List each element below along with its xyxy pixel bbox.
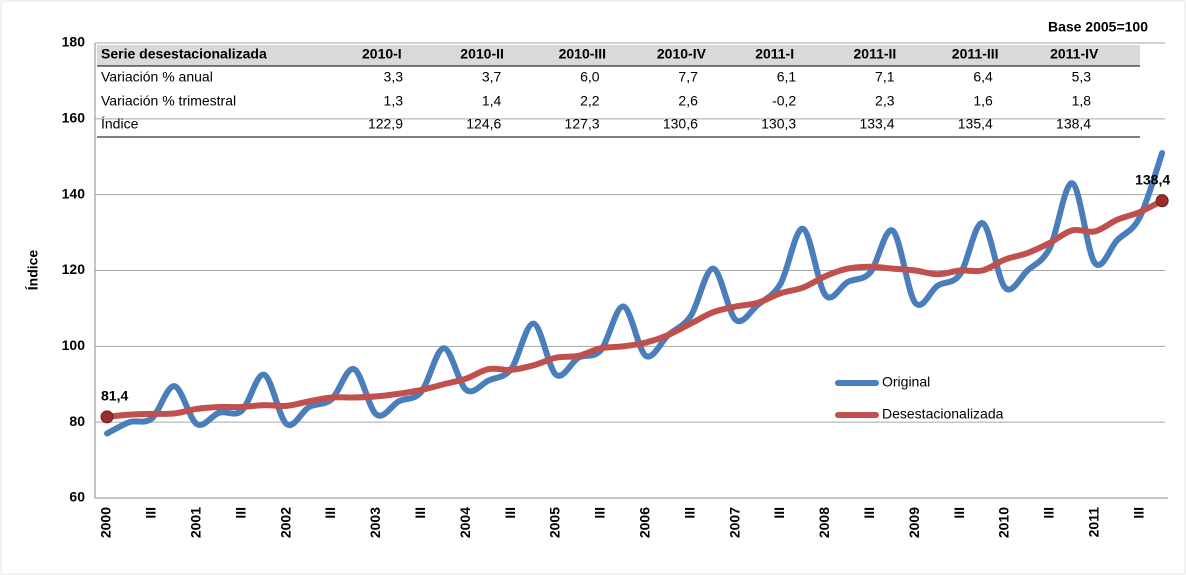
x-tick-label: 2005 xyxy=(547,507,563,538)
y-tick-label: 120 xyxy=(62,261,86,277)
data-label: 138,4 xyxy=(1135,171,1170,187)
series-line xyxy=(104,197,1166,420)
series-line xyxy=(104,149,1166,437)
end-marker xyxy=(1155,194,1169,208)
table-cell: 138,4 xyxy=(1056,116,1091,132)
legend-label: Desestacionalizada xyxy=(882,406,1004,422)
table-cell: 7,1 xyxy=(875,69,895,85)
table-header: 2010-IV xyxy=(657,46,707,62)
table-cell: 1,3 xyxy=(384,93,404,109)
x-tick-label: III xyxy=(232,507,248,519)
table-cell: 127,3 xyxy=(565,116,600,132)
table-cell: 5,3 xyxy=(1072,69,1092,85)
x-tick-label: III xyxy=(951,507,967,519)
table-cell: 133,4 xyxy=(859,116,894,132)
table-cell: 130,3 xyxy=(761,116,796,132)
x-tick-label: III xyxy=(143,507,159,519)
x-tick-label: 2003 xyxy=(367,507,383,538)
table-header: 2010-II xyxy=(460,46,504,62)
table-header: 2010-III xyxy=(559,46,606,62)
table-header: 2011-IV xyxy=(1050,46,1099,62)
table-header: 2011-III xyxy=(952,46,999,62)
y-tick-label: 100 xyxy=(62,337,86,353)
table-cell: 2,3 xyxy=(875,93,895,109)
x-tick-label: 2010 xyxy=(996,507,1012,538)
table-header: 2011-I xyxy=(755,46,794,62)
table-cell: Índice xyxy=(101,116,139,132)
table-cell: 6,4 xyxy=(973,69,993,85)
y-tick-label: 180 xyxy=(62,34,86,50)
table-header: 2011-II xyxy=(854,46,897,62)
table-cell: 130,6 xyxy=(663,116,698,132)
table-cell: 2,2 xyxy=(580,93,600,109)
x-tick-label: III xyxy=(1130,507,1146,519)
x-tick-label: III xyxy=(771,507,787,519)
x-tick-label: 2004 xyxy=(457,507,473,538)
x-tick-label: III xyxy=(592,507,608,519)
table-cell: 7,7 xyxy=(678,69,698,85)
table-cell: 1,4 xyxy=(482,93,502,109)
table-cell: 122,9 xyxy=(368,116,403,132)
y-tick-label: 160 xyxy=(62,110,86,126)
x-tick-label: III xyxy=(412,507,428,519)
data-label: 81,4 xyxy=(101,388,128,404)
x-tick-label: 2001 xyxy=(188,507,204,538)
y-tick-label: 60 xyxy=(69,489,85,505)
x-tick-label: 2006 xyxy=(637,507,653,538)
x-tick-label: 2000 xyxy=(98,507,114,538)
base-note: Base 2005=100 xyxy=(1048,19,1148,35)
table-header: 2010-I xyxy=(362,46,402,62)
table-header: Serie desestacionalizada xyxy=(101,46,267,62)
legend-label: Original xyxy=(882,374,930,390)
table-cell: -0,2 xyxy=(772,93,796,109)
end-marker xyxy=(100,410,114,424)
x-tick-label: 2011 xyxy=(1086,507,1102,538)
table-cell: 135,4 xyxy=(958,116,993,132)
table-cell: 3,3 xyxy=(384,69,404,85)
table-cell: 6,1 xyxy=(777,69,797,85)
y-tick-label: 140 xyxy=(62,185,86,201)
table-cell: 1,6 xyxy=(973,93,993,109)
x-tick-label: 2008 xyxy=(816,507,832,538)
x-tick-label: 2009 xyxy=(906,507,922,538)
table-cell: Variación % anual xyxy=(101,69,213,85)
x-tick-label: 2002 xyxy=(277,507,293,538)
y-tick-label: 80 xyxy=(69,413,85,429)
table-cell: Variación % trimestral xyxy=(101,93,236,109)
table-cell: 2,6 xyxy=(678,93,698,109)
table-cell: 1,8 xyxy=(1072,93,1092,109)
table-cell: 124,6 xyxy=(466,116,501,132)
x-tick-label: III xyxy=(681,507,697,519)
table-cell: 3,7 xyxy=(482,69,502,85)
y-axis-label: Índice xyxy=(25,250,41,291)
x-tick-label: III xyxy=(502,507,518,519)
x-tick-label: 2007 xyxy=(726,507,742,538)
x-tick-label: III xyxy=(1041,507,1057,519)
table-cell: 6,0 xyxy=(580,69,600,85)
x-tick-label: III xyxy=(322,507,338,519)
x-tick-label: III xyxy=(861,507,877,519)
table-header-bg xyxy=(97,45,1140,66)
